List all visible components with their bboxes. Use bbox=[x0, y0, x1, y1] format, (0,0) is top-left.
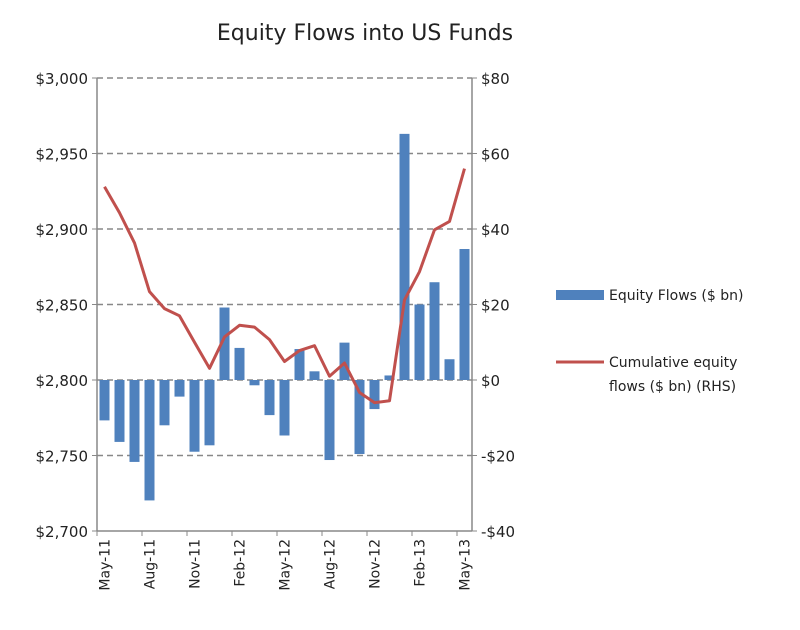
left-tick-label: $2,800 bbox=[36, 372, 89, 390]
left-tick-label: $2,850 bbox=[36, 297, 89, 315]
bar bbox=[369, 380, 380, 410]
x-tick-label: Aug-11 bbox=[143, 539, 159, 589]
right-tick-label: -$20 bbox=[481, 448, 515, 466]
right-tick-label: $40 bbox=[481, 221, 510, 239]
x-tick-label: Aug-12 bbox=[323, 539, 339, 589]
x-tick-label: Nov-12 bbox=[368, 539, 384, 589]
bar bbox=[264, 380, 275, 416]
legend-swatch-bars bbox=[556, 290, 604, 300]
bar bbox=[144, 380, 155, 501]
left-tick-label: $2,700 bbox=[36, 523, 89, 541]
legend: Equity Flows ($ bn) Cumulative equity fl… bbox=[556, 288, 743, 395]
x-tick-label: Feb-13 bbox=[413, 539, 429, 587]
left-tick-label: $2,950 bbox=[36, 146, 89, 164]
bar bbox=[384, 375, 395, 380]
bar bbox=[99, 380, 110, 421]
x-tick-label: May-13 bbox=[458, 539, 474, 591]
bar bbox=[249, 380, 260, 386]
chart-title: Equity Flows into US Funds bbox=[217, 21, 513, 46]
bar bbox=[324, 380, 335, 461]
bar bbox=[429, 282, 440, 380]
bar bbox=[294, 349, 305, 380]
legend-label-line-1: Cumulative equity bbox=[609, 355, 737, 371]
bar bbox=[114, 380, 125, 442]
x-tick-label: Nov-11 bbox=[188, 539, 204, 589]
bar bbox=[174, 380, 185, 397]
legend-label-bars: Equity Flows ($ bn) bbox=[609, 288, 743, 304]
bar bbox=[399, 133, 410, 380]
right-tick-label: $0 bbox=[481, 372, 500, 390]
bar bbox=[414, 304, 425, 380]
bar bbox=[444, 359, 455, 380]
left-tick-label: $2,750 bbox=[36, 448, 89, 466]
bar bbox=[279, 380, 290, 436]
right-tick-label: -$40 bbox=[481, 523, 515, 541]
right-tick-label: $80 bbox=[481, 70, 510, 88]
left-tick-label: $3,000 bbox=[36, 70, 89, 88]
bar bbox=[339, 342, 350, 380]
bar bbox=[459, 249, 470, 380]
right-tick-label: $60 bbox=[481, 146, 510, 164]
bar bbox=[309, 371, 320, 380]
x-tick-label: May-12 bbox=[278, 539, 294, 591]
bar bbox=[204, 380, 215, 446]
x-tick-label: Feb-12 bbox=[233, 539, 249, 587]
cumulative-line bbox=[103, 168, 466, 405]
bar bbox=[159, 380, 170, 426]
right-tick-label: $20 bbox=[481, 297, 510, 315]
bar bbox=[129, 380, 140, 462]
bar bbox=[354, 380, 365, 454]
left-tick-label: $2,900 bbox=[36, 221, 89, 239]
x-tick-label: May-11 bbox=[98, 539, 114, 591]
bar bbox=[219, 307, 230, 380]
bar bbox=[234, 347, 245, 380]
legend-label-line-2: flows ($ bn) (RHS) bbox=[609, 379, 736, 395]
bar bbox=[189, 380, 200, 452]
